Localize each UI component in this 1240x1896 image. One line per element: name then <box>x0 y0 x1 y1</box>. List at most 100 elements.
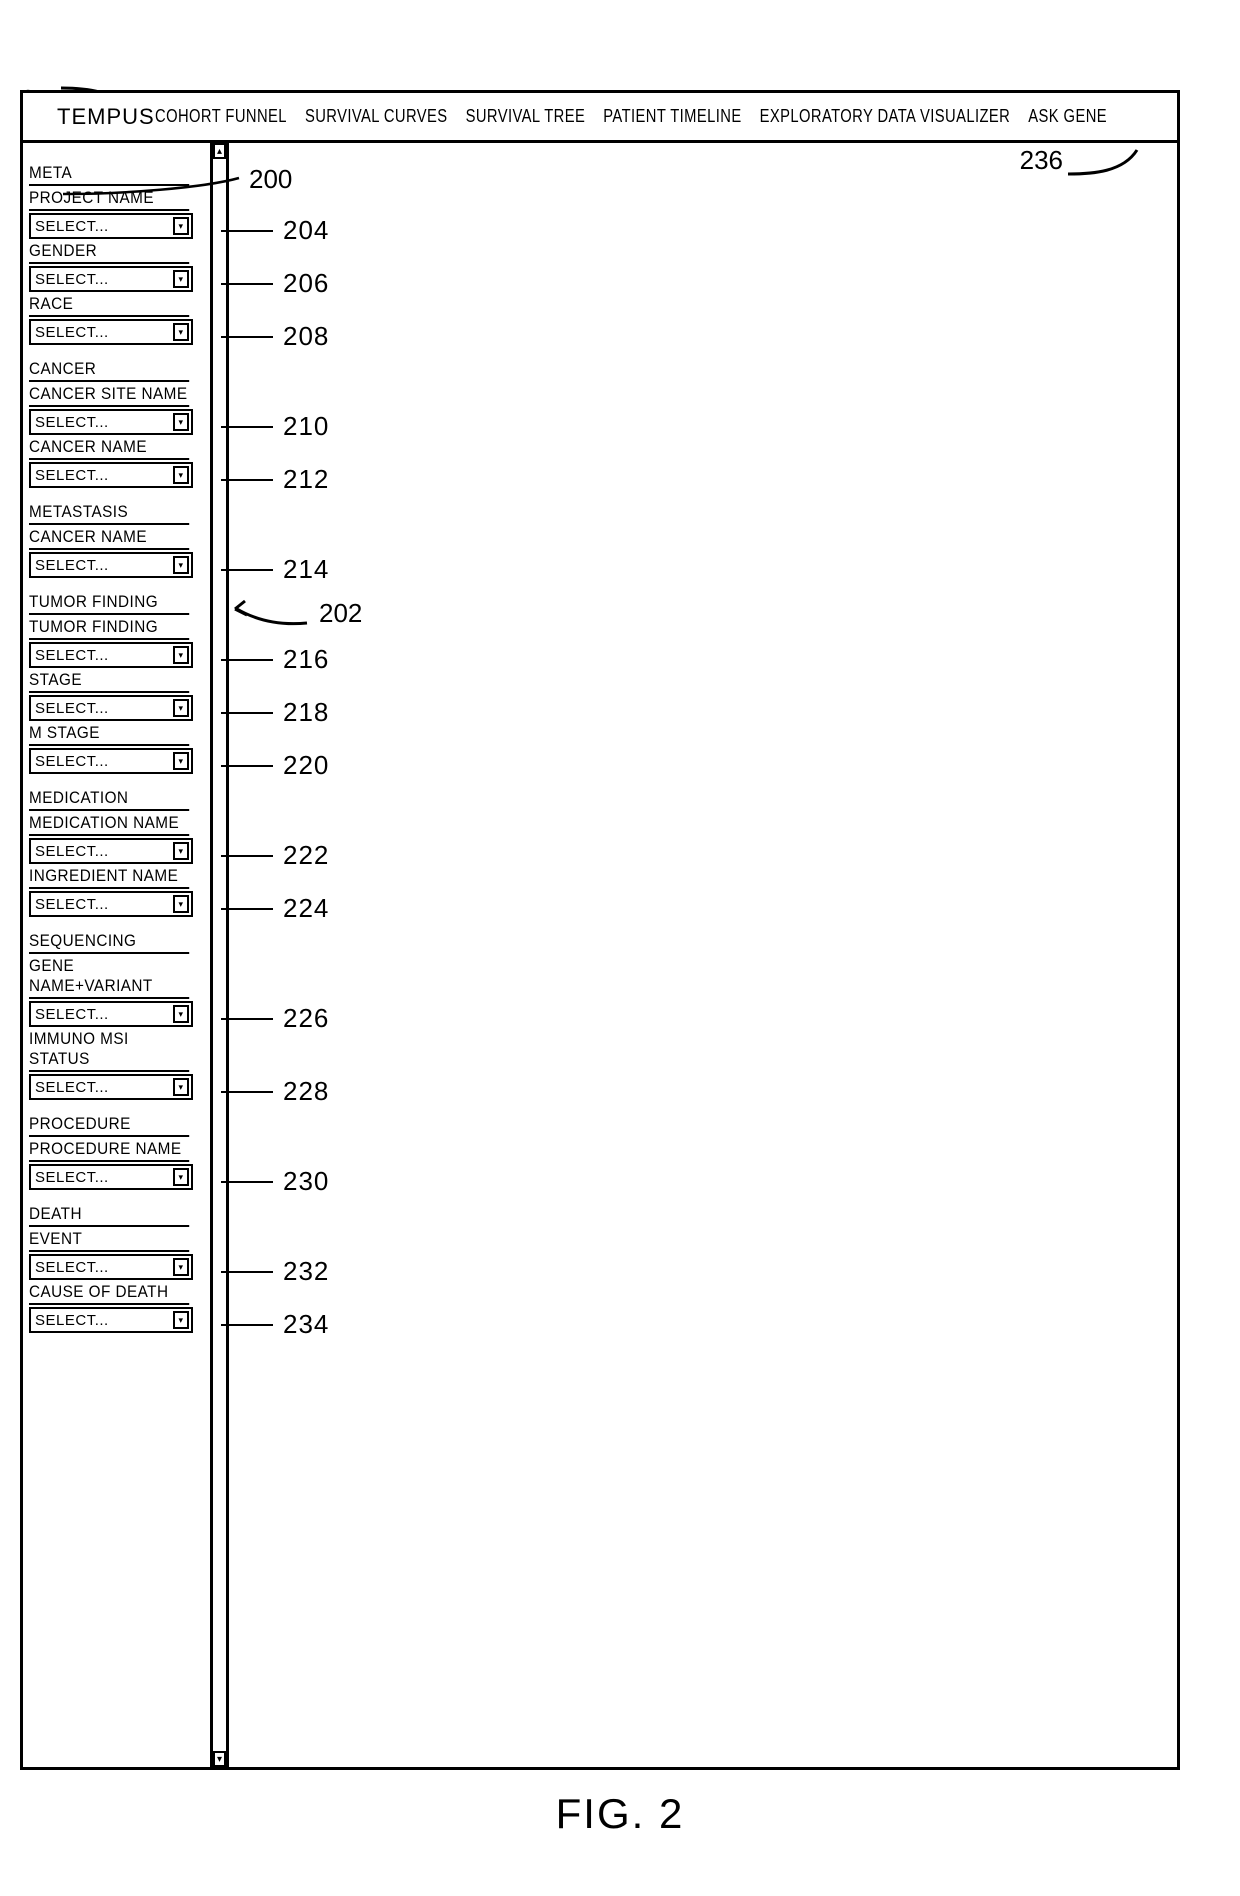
tab-cohort-funnel[interactable]: COHORT FUNNEL <box>155 106 287 127</box>
section-title: SEQUENCING <box>29 931 189 954</box>
field-label: STAGE <box>29 670 189 693</box>
chevron-down-icon: ▾ <box>173 1078 189 1096</box>
field-label: CANCER NAME <box>29 437 189 460</box>
callout-234: 234 <box>221 1309 329 1340</box>
select-m-stage[interactable]: SELECT... ▾ <box>29 748 193 774</box>
select-placeholder: SELECT... <box>35 1079 109 1096</box>
section-title: MEDICATION <box>29 788 189 811</box>
select-race[interactable]: SELECT... ▾ <box>29 319 193 345</box>
section-title: TUMOR FINDING <box>29 592 189 615</box>
chevron-down-icon: ▾ <box>173 413 189 431</box>
tab-patient-timeline[interactable]: PATIENT TIMELINE <box>603 106 741 127</box>
select-gender[interactable]: SELECT... ▾ <box>29 266 193 292</box>
callout-216: 216 <box>221 644 329 675</box>
callout-202: 202 <box>231 593 362 633</box>
select-placeholder: SELECT... <box>35 843 109 860</box>
chevron-down-icon: ▾ <box>173 556 189 574</box>
field-label: TUMOR FINDING <box>29 617 189 640</box>
select-placeholder: SELECT... <box>35 753 109 770</box>
field-label: PROCEDURE NAME <box>29 1139 189 1162</box>
tab-survival-tree[interactable]: SURVIVAL TREE <box>465 106 585 127</box>
select-ingredient-name[interactable]: SELECT... ▾ <box>29 891 193 917</box>
field-label: GENE NAME+VARIANT <box>29 956 189 999</box>
callout-228: 228 <box>221 1076 329 1107</box>
field-label: RACE <box>29 294 189 317</box>
select-placeholder: SELECT... <box>35 896 109 913</box>
field-label: MEDICATION NAME <box>29 813 189 836</box>
select-placeholder: SELECT... <box>35 1259 109 1276</box>
brand-label: TEMPUS <box>29 104 155 130</box>
select-cancer-name[interactable]: SELECT... ▾ <box>29 552 193 578</box>
chevron-down-icon: ▾ <box>173 699 189 717</box>
callout-224: 224 <box>221 893 329 924</box>
field-label: INGREDIENT NAME <box>29 866 189 889</box>
field-label: GENDER <box>29 241 189 264</box>
select-stage[interactable]: SELECT... ▾ <box>29 695 193 721</box>
select-project-name[interactable]: SELECT... ▾ <box>29 213 193 239</box>
callout-226: 226 <box>221 1003 329 1034</box>
select-placeholder: SELECT... <box>35 1312 109 1329</box>
select-immuno-msi-status[interactable]: SELECT... ▾ <box>29 1074 193 1100</box>
tab-bar: COHORT FUNNEL SURVIVAL CURVES SURVIVAL TRE… <box>155 106 1107 127</box>
chevron-down-icon: ▾ <box>173 217 189 235</box>
tab-survival-curves[interactable]: SURVIVAL CURVES <box>305 106 448 127</box>
app-window: TEMPUS COHORT FUNNEL SURVIVAL CURVES SURVI… <box>20 90 1180 1770</box>
callout-hook-icon <box>1063 146 1143 176</box>
select-tumor-finding[interactable]: SELECT...▾ <box>29 642 193 668</box>
callout-210: 210 <box>221 411 329 442</box>
scroll-down-button[interactable]: ▾ <box>213 1751 226 1767</box>
main-panel <box>229 143 1177 1767</box>
select-placeholder: SELECT... <box>35 218 109 235</box>
chevron-down-icon: ▾ <box>173 323 189 341</box>
callout-208: 208 <box>221 321 329 352</box>
callout-218: 218 <box>221 697 329 728</box>
figure-caption: FIG. 2 <box>20 1790 1220 1838</box>
tab-ask-gene[interactable]: ASK GENE <box>1028 106 1107 127</box>
section-title: METASTASIS <box>29 502 189 525</box>
chevron-down-icon: ▾ <box>173 270 189 288</box>
chevron-down-icon: ▾ <box>173 842 189 860</box>
select-cause-of-death[interactable]: SELECT... ▾ <box>29 1307 193 1333</box>
chevron-down-icon: ▾ <box>173 752 189 770</box>
callout-236: 236 <box>1020 145 1143 176</box>
select-placeholder: SELECT... <box>35 557 109 574</box>
section-title: DEATH <box>29 1204 189 1227</box>
select-placeholder: SELECT... <box>35 647 109 664</box>
section-title: META <box>29 163 189 186</box>
chevron-down-icon: ▾ <box>173 895 189 913</box>
select-cancer-site-name[interactable]: SELECT... ▾ <box>29 409 193 435</box>
field-label: CANCER NAME <box>29 527 189 550</box>
field-label: M STAGE <box>29 723 189 746</box>
section-title: PROCEDURE <box>29 1114 189 1137</box>
select-gene-name-variant[interactable]: SELECT... ▾ <box>29 1001 193 1027</box>
chevron-down-icon: ▾ <box>173 1311 189 1329</box>
callout-204: 204 <box>221 215 329 246</box>
field-label: CAUSE OF DEATH <box>29 1282 189 1305</box>
field-label: IMMUNO MSI STATUS <box>29 1029 189 1072</box>
select-cancer-name[interactable]: SELECT... ▾ <box>29 462 193 488</box>
select-medication-name[interactable]: SELECT... ▾ <box>29 838 193 864</box>
field-label: EVENT <box>29 1229 189 1252</box>
chevron-down-icon: ▾ <box>173 1005 189 1023</box>
scroll-up-button[interactable]: ▴ <box>213 143 226 159</box>
chevron-down-icon: ▾ <box>173 1258 189 1276</box>
section-title: CANCER <box>29 359 189 382</box>
tab-exploratory-data-visualizer[interactable]: EXPLORATORY DATA VISUALIZER <box>759 106 1010 127</box>
callout-214: 214 <box>221 554 329 585</box>
select-placeholder: SELECT... <box>35 271 109 288</box>
sidebar-scrollbar[interactable]: ▴ ▾ <box>213 143 229 1767</box>
select-event[interactable]: SELECT... ▾ <box>29 1254 193 1280</box>
top-bar: TEMPUS COHORT FUNNEL SURVIVAL CURVES SURVI… <box>23 93 1177 143</box>
callout-212: 212 <box>221 464 329 495</box>
select-placeholder: SELECT... <box>35 324 109 341</box>
callout-206: 206 <box>221 268 329 299</box>
select-placeholder: SELECT... <box>35 414 109 431</box>
field-label: PROJECT NAME <box>29 188 189 211</box>
select-procedure-name[interactable]: SELECT...▾ <box>29 1164 193 1190</box>
chevron-down-icon: ▾ <box>173 466 189 484</box>
select-placeholder: SELECT... <box>35 467 109 484</box>
chevron-down-icon: ▾ <box>173 1168 189 1186</box>
select-placeholder: SELECT... <box>35 700 109 717</box>
filter-sidebar: METAPROJECT NAME SELECT... ▾ GENDER SELECT..… <box>23 143 213 1767</box>
select-placeholder: SELECT... <box>35 1006 109 1023</box>
